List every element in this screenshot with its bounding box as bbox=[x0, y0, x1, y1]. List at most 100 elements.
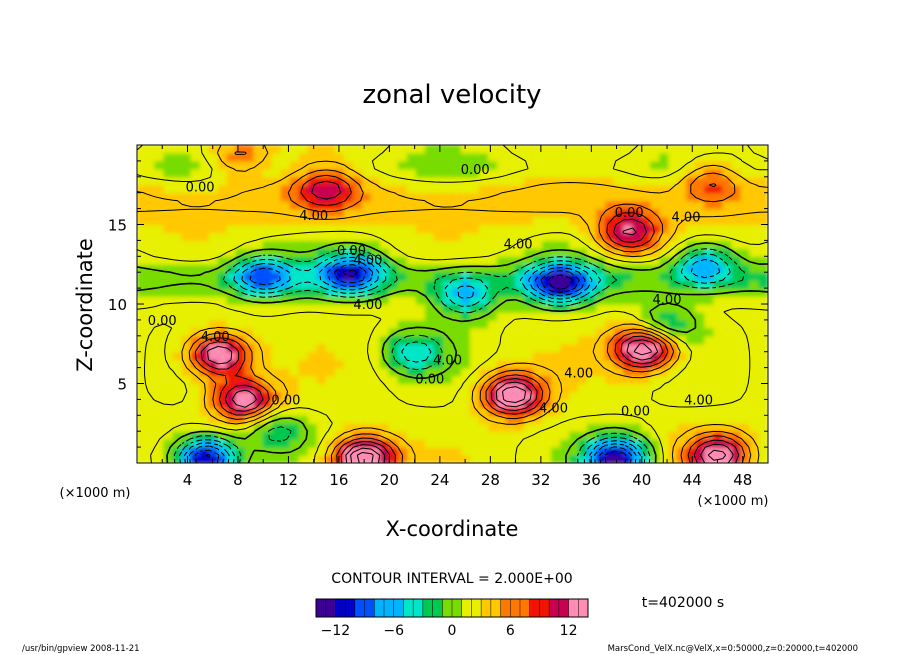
heatmap-cell bbox=[740, 215, 751, 226]
heatmap-cell bbox=[605, 176, 616, 186]
heatmap-cell bbox=[695, 454, 706, 463]
heatmap-cell bbox=[280, 454, 291, 463]
heatmap-cell bbox=[208, 303, 219, 313]
heatmap-cell bbox=[668, 327, 679, 337]
heatmap-cell bbox=[542, 335, 553, 345]
heatmap-cell bbox=[460, 335, 472, 345]
heatmap-cell bbox=[226, 271, 237, 281]
heatmap-cell bbox=[505, 367, 517, 377]
heatmap-cell bbox=[596, 414, 607, 424]
heatmap-cell bbox=[695, 145, 706, 154]
heatmap-cell bbox=[388, 223, 400, 234]
heatmap-cell bbox=[289, 192, 300, 202]
heatmap-cell bbox=[424, 406, 436, 416]
heatmap-cell bbox=[307, 295, 318, 305]
heatmap-cell bbox=[533, 145, 544, 154]
heatmap-cell bbox=[740, 406, 751, 416]
heatmap-cell bbox=[208, 319, 219, 329]
heatmap-cell bbox=[190, 247, 201, 257]
heatmap-cell bbox=[487, 239, 499, 249]
heatmap-cell bbox=[172, 271, 183, 281]
heatmap-cell bbox=[650, 271, 661, 281]
heatmap-cell bbox=[379, 382, 390, 393]
heatmap-cell bbox=[433, 311, 445, 321]
heatmap-cell bbox=[713, 279, 724, 289]
heatmap-cell bbox=[361, 454, 372, 463]
heatmap-cell bbox=[515, 279, 526, 289]
heatmap-cell bbox=[487, 446, 499, 456]
heatmap-cell bbox=[596, 255, 607, 265]
heatmap-cell bbox=[515, 422, 526, 432]
heatmap-cell bbox=[388, 247, 400, 257]
heatmap-cell bbox=[578, 263, 589, 273]
heatmap-cell bbox=[406, 239, 418, 249]
heatmap-cell bbox=[217, 152, 228, 162]
heatmap-cell bbox=[578, 367, 589, 377]
heatmap-cell bbox=[244, 168, 255, 178]
heatmap-cell bbox=[704, 374, 715, 385]
heatmap-cell bbox=[614, 223, 625, 234]
heatmap-cell bbox=[668, 160, 679, 170]
heatmap-cell bbox=[271, 192, 282, 202]
heatmap-cell bbox=[226, 359, 237, 369]
heatmap-cell bbox=[137, 295, 147, 305]
heatmap-cell bbox=[460, 311, 472, 321]
heatmap-cell bbox=[433, 215, 445, 226]
heatmap-cell bbox=[244, 263, 255, 273]
heatmap-cell bbox=[641, 215, 652, 226]
heatmap-cell bbox=[551, 200, 562, 210]
heatmap-cell bbox=[731, 446, 742, 456]
heatmap-cell bbox=[253, 398, 264, 408]
heatmap-cell bbox=[578, 184, 589, 194]
heatmap-cell bbox=[163, 200, 174, 210]
heatmap-cell bbox=[253, 279, 264, 289]
heatmap-cell bbox=[731, 422, 742, 432]
heatmap-cell bbox=[524, 295, 535, 305]
heatmap-cell bbox=[524, 239, 535, 249]
heatmap-cell bbox=[614, 319, 625, 329]
heatmap-cell bbox=[487, 398, 499, 408]
heatmap-cell bbox=[289, 351, 300, 361]
heatmap-cell bbox=[406, 311, 418, 321]
heatmap-cell bbox=[587, 192, 598, 202]
heatmap-cell bbox=[388, 327, 400, 337]
contour-line bbox=[137, 241, 768, 463]
heatmap-cell bbox=[208, 200, 219, 210]
heatmap-cell bbox=[433, 192, 445, 202]
heatmap-cell bbox=[722, 247, 733, 257]
heatmap-cell bbox=[226, 223, 237, 234]
heatmap-cell bbox=[469, 327, 481, 337]
heatmap-cell bbox=[713, 176, 724, 186]
heatmap-cell bbox=[551, 454, 562, 463]
heatmap-cell bbox=[289, 335, 300, 345]
heatmap-cell bbox=[442, 446, 454, 456]
heatmap-cell bbox=[397, 390, 409, 400]
heatmap-cell bbox=[137, 382, 147, 393]
heatmap-cell bbox=[217, 398, 228, 408]
heatmap-cell bbox=[578, 271, 589, 281]
heatmap-cell bbox=[325, 454, 336, 463]
heatmap-cell bbox=[659, 184, 670, 194]
heatmap-cell bbox=[361, 255, 372, 265]
heatmap-cell bbox=[551, 367, 562, 377]
heatmap-cell bbox=[244, 145, 255, 154]
heatmap-cell bbox=[695, 223, 706, 234]
heatmap-cell bbox=[677, 255, 688, 265]
heatmap-cell bbox=[388, 343, 400, 353]
heatmap-cell bbox=[137, 287, 147, 297]
heatmap-cell bbox=[424, 438, 436, 448]
heatmap-cell bbox=[226, 454, 237, 463]
heatmap-cell bbox=[749, 446, 760, 456]
heatmap-cell bbox=[605, 382, 616, 393]
heatmap-cell bbox=[370, 279, 381, 289]
heatmap-cell bbox=[460, 255, 472, 265]
heatmap-cell bbox=[235, 255, 246, 265]
heatmap-cell bbox=[560, 176, 571, 186]
heatmap-cell bbox=[262, 438, 273, 448]
heatmap-cell bbox=[596, 438, 607, 448]
heatmap-cell bbox=[154, 215, 165, 226]
heatmap-cell bbox=[334, 271, 345, 281]
heatmap-cell bbox=[641, 303, 652, 313]
heatmap-cell bbox=[487, 382, 499, 393]
heatmap-cell bbox=[451, 382, 463, 393]
